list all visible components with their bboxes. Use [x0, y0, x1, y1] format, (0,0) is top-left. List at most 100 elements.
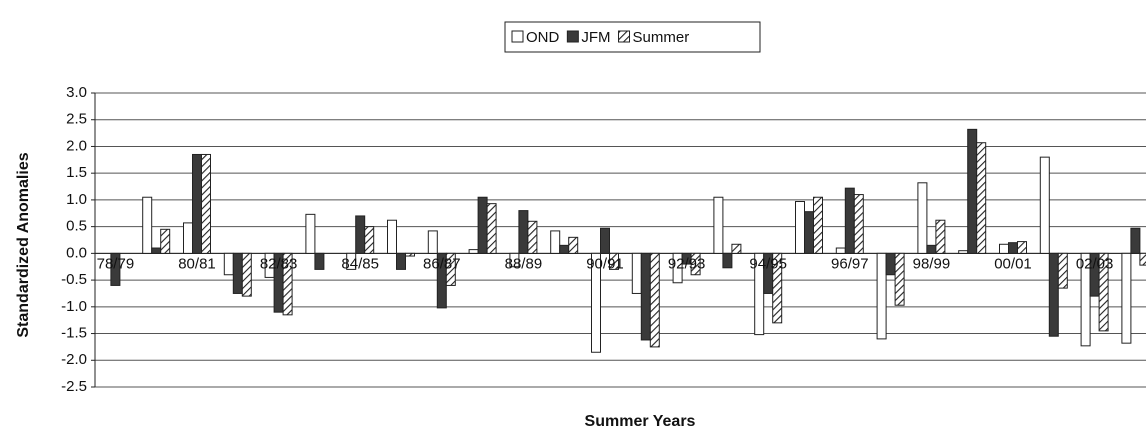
- bar: [550, 230, 561, 254]
- bar: [518, 210, 529, 254]
- y-tick-label: 0.5: [66, 218, 87, 235]
- bar: [1039, 156, 1050, 254]
- bar: [999, 243, 1009, 254]
- bar: [876, 252, 887, 340]
- bar: [486, 203, 497, 254]
- bar: [754, 252, 765, 336]
- bar: [1008, 242, 1018, 254]
- legend-label: OND: [526, 29, 560, 46]
- bar: [772, 252, 783, 324]
- x-tick-label: 88/89: [505, 255, 543, 272]
- legend-label: Summer: [633, 29, 690, 46]
- bar: [835, 247, 846, 254]
- bar: [917, 182, 928, 254]
- bar: [795, 201, 805, 254]
- bar: [609, 252, 619, 270]
- bar: [804, 211, 814, 254]
- bar: [1048, 252, 1059, 337]
- bar: [477, 196, 488, 254]
- bar: [1080, 252, 1091, 347]
- bar: [1139, 252, 1146, 266]
- bar: [640, 252, 651, 341]
- legend-box: [504, 21, 761, 53]
- y-tick-label: 1.5: [66, 164, 87, 181]
- x-tick-label: 96/97: [831, 255, 869, 272]
- bar: [183, 222, 193, 254]
- x-tick-label: 98/99: [913, 255, 951, 272]
- bar: [1057, 252, 1068, 289]
- bar: [722, 252, 733, 269]
- bar: [527, 220, 538, 254]
- bar: [649, 252, 660, 348]
- x-tick-label: 86/87: [423, 255, 461, 272]
- bar: [813, 196, 823, 254]
- bar: [110, 252, 121, 286]
- y-tick-label: 2.0: [66, 137, 87, 154]
- x-tick-label: 90/91: [586, 255, 624, 272]
- y-tick-label: -2.5: [61, 378, 87, 395]
- bar: [509, 252, 520, 268]
- x-tick-label: 94/95: [749, 255, 787, 272]
- bar: [1130, 227, 1141, 254]
- x-tick-label: 78/79: [97, 255, 135, 272]
- y-tick-label: -2.0: [61, 351, 87, 368]
- bar: [967, 128, 978, 254]
- x-tick-label: 02/03: [1076, 255, 1114, 272]
- y-tick-label: -1.0: [61, 298, 87, 315]
- x-tick-label: 80/81: [178, 255, 216, 272]
- bar: [853, 194, 864, 254]
- bar: [364, 226, 375, 254]
- bar: [387, 219, 397, 254]
- y-tick-label: 3.0: [66, 84, 87, 101]
- bar: [958, 250, 969, 254]
- bar: [346, 252, 357, 270]
- y-tick-label: 1.0: [66, 191, 87, 208]
- bar: [1098, 252, 1109, 332]
- x-tick-label: 92/93: [668, 255, 706, 272]
- bar: [314, 252, 325, 270]
- bar: [672, 252, 683, 284]
- y-tick-label: 0.0: [66, 244, 87, 261]
- bar: [445, 252, 456, 286]
- bar: [844, 187, 855, 254]
- x-tick-label: 84/85: [341, 255, 379, 272]
- bar: [241, 252, 252, 297]
- bar: [935, 219, 946, 254]
- y-tick-label: -0.5: [61, 271, 87, 288]
- bar: [559, 244, 570, 254]
- legend-swatch: [511, 30, 524, 43]
- bar: [731, 243, 742, 254]
- bar: [355, 215, 366, 254]
- bar: [282, 252, 293, 316]
- bar: [305, 213, 316, 254]
- x-tick-label: 00/01: [994, 255, 1032, 272]
- bar: [427, 230, 438, 254]
- bar: [885, 252, 896, 276]
- bar: [631, 252, 642, 294]
- bar: [160, 228, 171, 254]
- bar: [591, 252, 601, 353]
- legend-label: JFM: [581, 29, 610, 46]
- bar: [600, 227, 610, 254]
- bar: [405, 252, 415, 257]
- bar: [1017, 241, 1027, 254]
- bar: [976, 142, 987, 254]
- bar: [894, 252, 905, 306]
- bar: [926, 244, 937, 254]
- bar: [223, 252, 234, 276]
- bar: [468, 249, 479, 254]
- bar: [713, 196, 724, 254]
- bar: [201, 153, 211, 254]
- legend-swatch: [618, 30, 631, 43]
- legend-swatch: [566, 30, 579, 43]
- bar: [1121, 252, 1132, 344]
- bar: [192, 153, 202, 254]
- bar: [151, 247, 162, 254]
- bar: [690, 252, 701, 276]
- y-tick-label: -1.5: [61, 325, 87, 342]
- x-axis-label: Summer Years: [585, 413, 696, 430]
- bar: [232, 252, 243, 294]
- x-tick-label: 82/83: [260, 255, 298, 272]
- bar: [396, 252, 406, 270]
